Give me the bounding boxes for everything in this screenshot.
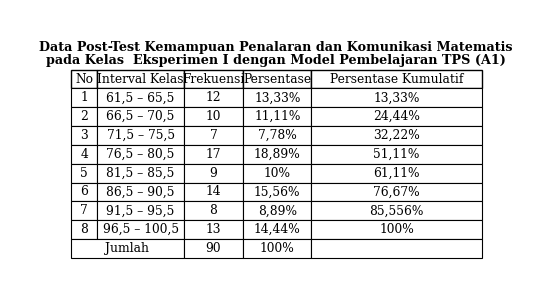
Text: Jumlah: Jumlah — [105, 242, 149, 255]
Text: 6: 6 — [80, 185, 88, 198]
Bar — [184, 239, 243, 258]
Text: 91,5 – 95,5: 91,5 – 95,5 — [106, 204, 175, 217]
Text: Frekuensi: Frekuensi — [182, 72, 245, 86]
Bar — [98, 220, 184, 239]
Text: 14,44%: 14,44% — [254, 223, 301, 236]
Bar — [184, 70, 243, 88]
Bar — [243, 239, 311, 258]
Bar — [311, 126, 482, 145]
Bar — [311, 220, 482, 239]
Bar — [184, 220, 243, 239]
Text: 51,11%: 51,11% — [374, 148, 420, 161]
Text: 100%: 100% — [379, 223, 414, 236]
Text: 61,5 – 65,5: 61,5 – 65,5 — [106, 91, 175, 104]
Text: 24,44%: 24,44% — [373, 110, 420, 123]
Text: 90: 90 — [206, 242, 222, 255]
Bar — [98, 145, 184, 164]
Bar — [71, 239, 184, 258]
Text: 76,67%: 76,67% — [373, 185, 420, 198]
Text: 8: 8 — [80, 223, 88, 236]
Bar — [71, 107, 98, 126]
Text: Persentase: Persentase — [243, 72, 312, 86]
Bar — [243, 107, 311, 126]
Bar — [98, 164, 184, 182]
Bar — [98, 182, 184, 201]
Text: 61,11%: 61,11% — [373, 167, 420, 180]
Text: 11,11%: 11,11% — [254, 110, 300, 123]
Bar — [243, 201, 311, 220]
Text: 81,5 – 85,5: 81,5 – 85,5 — [106, 167, 175, 180]
Text: 32,22%: 32,22% — [373, 129, 420, 142]
Bar — [71, 182, 98, 201]
Text: 10%: 10% — [264, 167, 291, 180]
Text: 7,78%: 7,78% — [258, 129, 296, 142]
Bar — [71, 164, 98, 182]
Bar — [71, 201, 98, 220]
Bar — [71, 220, 98, 239]
Text: 66,5 – 70,5: 66,5 – 70,5 — [106, 110, 175, 123]
Text: pada Kelas  Eksperimen I dengan Model Pembelajaran TPS (A1): pada Kelas Eksperimen I dengan Model Pem… — [46, 54, 506, 67]
Bar — [243, 164, 311, 182]
Text: 12: 12 — [206, 91, 222, 104]
Bar — [71, 145, 98, 164]
Text: 18,89%: 18,89% — [254, 148, 301, 161]
Bar — [311, 182, 482, 201]
Bar — [71, 88, 98, 107]
Bar — [243, 145, 311, 164]
Text: 7: 7 — [210, 129, 217, 142]
Bar — [243, 182, 311, 201]
Text: 71,5 – 75,5: 71,5 – 75,5 — [107, 129, 175, 142]
Bar — [184, 201, 243, 220]
Bar — [243, 70, 311, 88]
Text: 96,5 – 100,5: 96,5 – 100,5 — [102, 223, 178, 236]
Bar — [311, 107, 482, 126]
Text: Data Post-Test Kemampuan Penalaran dan Komunikasi Matematis: Data Post-Test Kemampuan Penalaran dan K… — [39, 40, 513, 54]
Text: 15,56%: 15,56% — [254, 185, 301, 198]
Text: 5: 5 — [80, 167, 88, 180]
Text: 76,5 – 80,5: 76,5 – 80,5 — [106, 148, 175, 161]
Text: 85,556%: 85,556% — [369, 204, 424, 217]
Bar — [184, 182, 243, 201]
Bar — [311, 239, 482, 258]
Text: 8: 8 — [210, 204, 218, 217]
Text: 13: 13 — [206, 223, 222, 236]
Text: 100%: 100% — [260, 242, 295, 255]
Text: 13,33%: 13,33% — [254, 91, 300, 104]
Text: 7: 7 — [80, 204, 88, 217]
Bar — [243, 88, 311, 107]
Text: 1: 1 — [80, 91, 88, 104]
Text: 17: 17 — [206, 148, 222, 161]
Bar — [311, 70, 482, 88]
Text: 9: 9 — [210, 167, 218, 180]
Bar — [243, 126, 311, 145]
Text: No: No — [75, 72, 93, 86]
Bar — [243, 220, 311, 239]
Text: 13,33%: 13,33% — [374, 91, 420, 104]
Text: 8,89%: 8,89% — [258, 204, 297, 217]
Bar — [98, 201, 184, 220]
Bar — [184, 88, 243, 107]
Text: 3: 3 — [80, 129, 88, 142]
Text: 86,5 – 90,5: 86,5 – 90,5 — [106, 185, 175, 198]
Text: 10: 10 — [206, 110, 222, 123]
Bar — [98, 88, 184, 107]
Bar — [311, 201, 482, 220]
Text: Persentase Kumulatif: Persentase Kumulatif — [330, 72, 463, 86]
Text: 4: 4 — [80, 148, 88, 161]
Bar — [311, 88, 482, 107]
Bar — [71, 126, 98, 145]
Bar — [98, 107, 184, 126]
Bar — [184, 107, 243, 126]
Bar — [98, 126, 184, 145]
Bar — [184, 145, 243, 164]
Bar — [98, 70, 184, 88]
Bar — [311, 145, 482, 164]
Bar — [71, 70, 98, 88]
Text: 2: 2 — [80, 110, 88, 123]
Bar — [184, 126, 243, 145]
Bar — [311, 164, 482, 182]
Text: 14: 14 — [206, 185, 222, 198]
Text: Interval Kelas: Interval Kelas — [98, 72, 184, 86]
Bar — [184, 164, 243, 182]
